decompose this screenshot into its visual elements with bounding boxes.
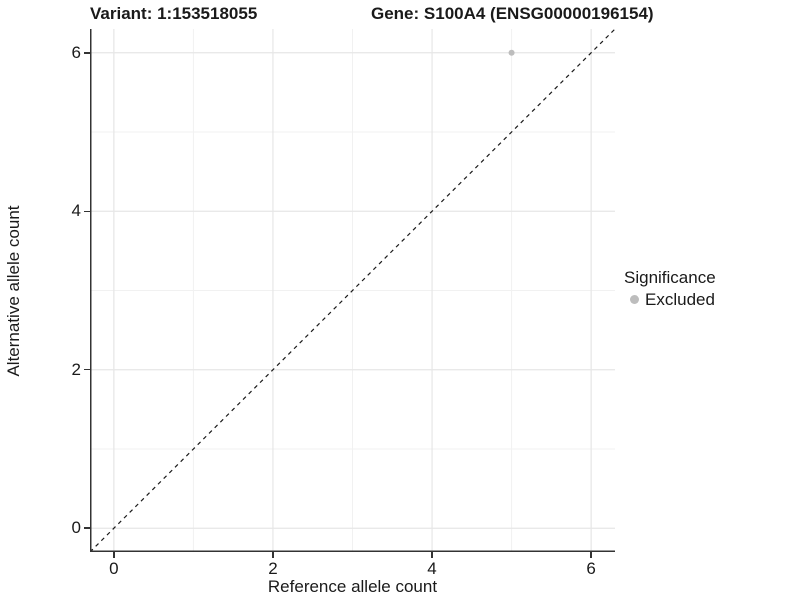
y-tick-label: 6 xyxy=(71,42,81,62)
variant-title: Variant: 1:153518055 xyxy=(90,4,258,23)
y-tick-mark xyxy=(84,527,90,529)
y-tick-label: 4 xyxy=(71,201,81,221)
identity-line xyxy=(90,29,615,552)
y-tick-mark xyxy=(84,368,90,371)
scatter-plot-canvas xyxy=(90,29,615,552)
plot-panel xyxy=(90,29,615,552)
gene-title: Gene: S100A4 (ENSG00000196154) xyxy=(371,4,654,23)
legend-item-label: Excluded xyxy=(645,289,715,309)
y-axis-title: Alternative allele count xyxy=(4,205,23,377)
legend-title: Significance xyxy=(624,268,716,287)
y-tick-mark xyxy=(84,52,90,54)
data-point xyxy=(508,49,515,56)
x-tick-mark xyxy=(113,552,115,558)
legend: Significance Excluded xyxy=(624,268,716,309)
x-tick-label: 6 xyxy=(586,559,596,578)
legend-key-dot-icon xyxy=(630,295,639,304)
x-tick-label: 4 xyxy=(427,559,437,578)
y-tick-label: 2 xyxy=(71,359,81,379)
y-tick-mark xyxy=(84,210,90,212)
x-tick-mark xyxy=(590,552,592,558)
x-axis-title: Reference allele count xyxy=(267,577,438,596)
y-tick-label: 0 xyxy=(71,518,81,538)
legend-item-excluded: Excluded xyxy=(624,290,716,309)
x-tick-mark xyxy=(272,552,274,558)
x-tick-label: 0 xyxy=(109,559,119,578)
x-tick-mark xyxy=(431,552,433,558)
x-tick-label: 2 xyxy=(268,559,278,578)
